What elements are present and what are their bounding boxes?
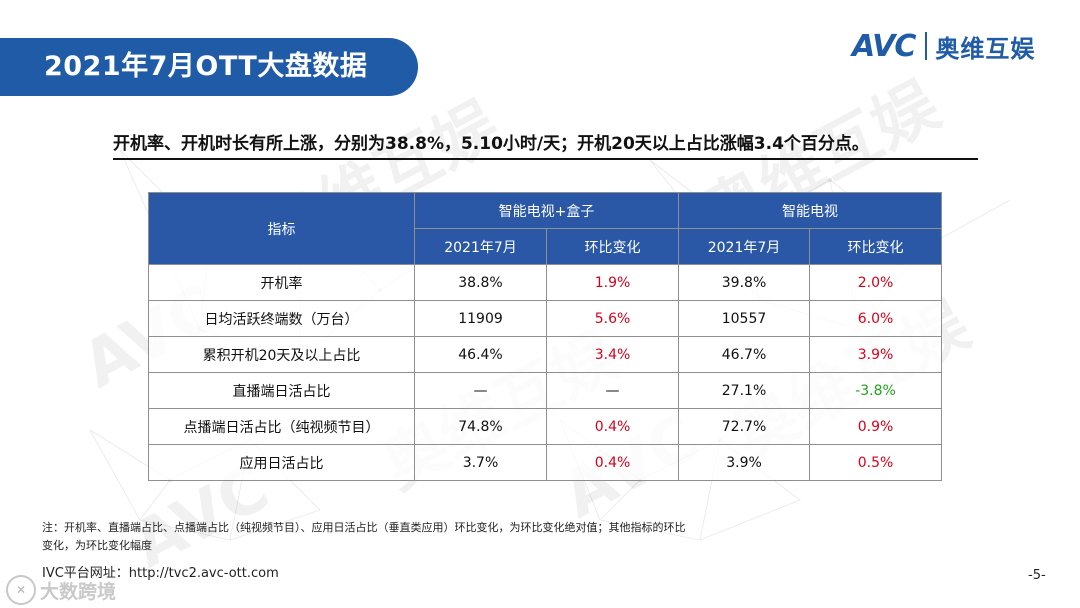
slide-title: 2021年7月OTT大盘数据	[44, 51, 368, 82]
cell-value: 10557	[678, 300, 811, 337]
platform-url[interactable]: IVC平台网址：http://tvc2.avc-ott.com	[42, 566, 279, 581]
col-header-change: 环比变化	[809, 228, 943, 265]
cell-value: 46.7%	[678, 336, 811, 373]
cell-change: 2.0%	[809, 264, 943, 301]
col-header-month: 2021年7月	[678, 228, 811, 265]
row-indicator: 点播端日活占比（纯视频节目）	[148, 408, 415, 445]
cell-value: 39.8%	[678, 264, 811, 301]
cell-value: 72.7%	[678, 408, 811, 445]
table-row: 直播端日活占比 — —27.1% -3.8%	[148, 372, 943, 409]
header-row-2: 2021年7月 环比变化 2021年7月 环比变化	[149, 228, 943, 265]
cell-value: 27.1%	[678, 372, 811, 409]
col-header-change: 环比变化	[545, 228, 680, 265]
col-header-month: 2021年7月	[414, 228, 547, 265]
avc-logo: AVC 奥维互娱	[852, 26, 1035, 66]
cell-value: 74.8%	[414, 408, 547, 445]
row-indicator: 直播端日活占比	[148, 372, 415, 409]
table-row: 日均活跃终端数（万台） 11909 5.6% 10557 6.0%	[148, 300, 943, 337]
table-row: 应用日活占比 3.7% 0.4% 3.9% 0.5%	[148, 444, 943, 481]
table-row: 开机率 38.8% 1.9% 39.8% 2.0%	[148, 264, 943, 301]
cell-change: —	[545, 372, 680, 409]
footnote: 注：开机率、直播端占比、点播端占比（纯视频节目）、应用日活占比（垂直类应用）环比…	[42, 519, 802, 555]
row-indicator: 开机率	[148, 264, 415, 301]
badge-logo-icon: ✕	[6, 575, 36, 605]
cell-value: 11909	[414, 300, 547, 337]
cell-value: 3.9%	[678, 444, 811, 481]
table-row: 累积开机20天及以上占比 46.4% 3.4% 46.7% 3.9%	[148, 336, 943, 373]
table-row: 点播端日活占比（纯视频节目） 74.8% 0.4% 72.7% 0.9%	[148, 408, 943, 445]
cell-change: 0.4%	[545, 408, 680, 445]
cell-value: 38.8%	[414, 264, 547, 301]
cell-change: 6.0%	[809, 300, 943, 337]
headline: 开机率、开机时长有所上涨，分别为38.8%，5.10小时/天；开机20天以上占比…	[113, 129, 978, 160]
cell-change: 1.9%	[545, 264, 680, 301]
col-header-indicator: 指标	[148, 192, 415, 265]
cell-change: 3.9%	[809, 336, 943, 373]
header-row-1: 指标 智能电视+盒子 智能电视	[148, 192, 943, 265]
cell-value: 46.4%	[414, 336, 547, 373]
cell-change: 0.4%	[545, 444, 680, 481]
badge-text: 大数跨境	[40, 580, 117, 603]
row-indicator: 累积开机20天及以上占比	[148, 336, 415, 373]
logo-mark: AVC	[852, 28, 916, 64]
cell-change: 5.6%	[545, 300, 680, 337]
logo-separator	[925, 32, 928, 60]
data-table: 指标 智能电视+盒子 智能电视 2021年7月 环比变化 2021年7月 环比变…	[148, 192, 943, 481]
table-body: 开机率 38.8% 1.9% 39.8% 2.0% 日均活跃终端数（万台） 11909 5.6…	[148, 264, 943, 481]
col-header-group-tv-box: 智能电视+盒子	[413, 192, 680, 229]
row-indicator: 应用日活占比	[148, 444, 415, 481]
title-bar: 2021年7月OTT大盘数据	[0, 38, 418, 96]
cell-change: 0.5%	[809, 444, 943, 481]
col-header-group-smart-tv: 智能电视	[678, 192, 943, 229]
row-indicator: 日均活跃终端数（万台）	[148, 300, 415, 337]
cell-change: 3.4%	[545, 336, 680, 373]
footnote-line: 变化，为环比变化幅度	[42, 539, 152, 552]
page-number: -5-	[1028, 568, 1046, 583]
cell-value: —	[414, 372, 547, 409]
cell-change: -3.8%	[809, 372, 943, 409]
cell-change: 0.9%	[809, 408, 943, 445]
source-badge: ✕ 大数跨境	[6, 575, 116, 605]
logo-name: 奥维互娱	[935, 34, 1036, 63]
footnote-line: 注：开机率、直播端占比、点播端占比（纯视频节目）、应用日活占比（垂直类应用）环比…	[42, 521, 686, 534]
cell-value: 3.7%	[414, 444, 547, 481]
